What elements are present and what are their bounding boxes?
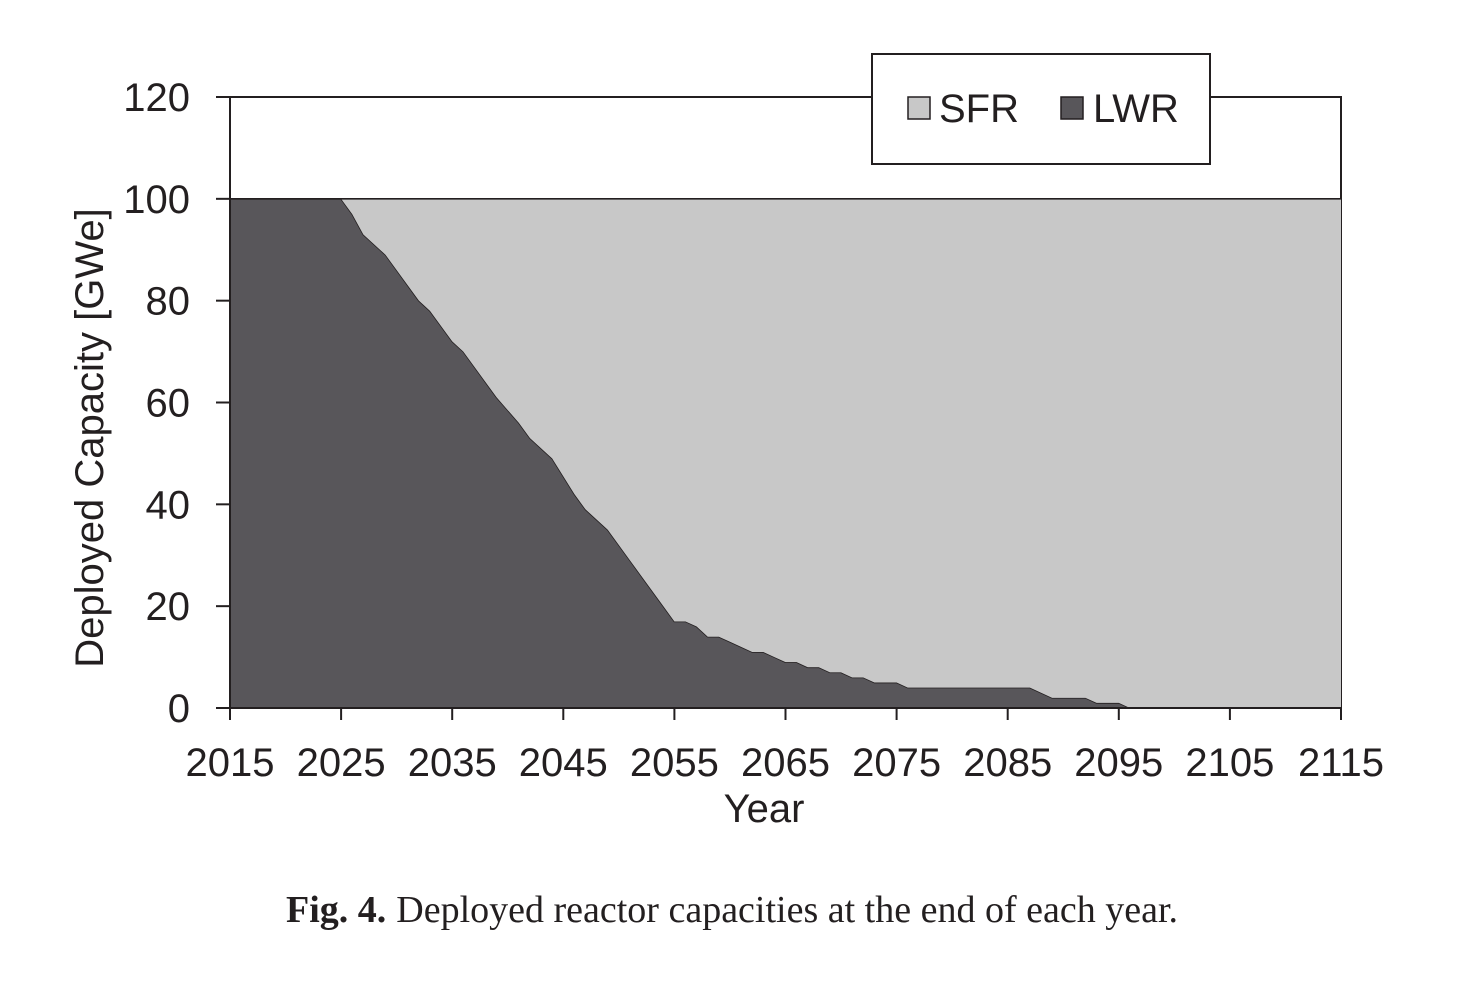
x-tick-label: 2115 xyxy=(1298,741,1384,785)
y-tick-label: 120 xyxy=(123,76,190,120)
y-axis-label: Deployed Capacity [GWe] xyxy=(68,208,112,667)
legend-swatch-sfr xyxy=(907,96,931,120)
area-series-sfr xyxy=(230,198,1341,708)
caption-label: Fig. 4. xyxy=(285,889,387,931)
x-tick-label: 2035 xyxy=(408,741,497,785)
area-layer xyxy=(229,96,1342,709)
caption-text: Deployed reactor capacities at the end o… xyxy=(396,889,1179,931)
y-tick-label: 100 xyxy=(123,178,190,222)
x-tick-label: 2045 xyxy=(519,741,608,785)
x-tick-label: 2095 xyxy=(1074,741,1163,785)
area-series-lwr xyxy=(230,198,1341,708)
legend-label-sfr: SFR xyxy=(939,87,1019,131)
x-tick-label: 2085 xyxy=(963,741,1052,785)
x-tick-label: 2025 xyxy=(297,741,386,785)
x-axis-label: Year xyxy=(724,787,805,831)
chart: 0 20 40 60 80 100 120 2015 2025 2035 2045 2055 2065 2… xyxy=(68,53,1384,831)
x-tick-label: 2065 xyxy=(741,741,830,785)
figure-caption: Fig. 4. Deployed reactor capacities at th… xyxy=(0,888,1464,932)
legend: SFR LWR xyxy=(871,53,1211,165)
x-tick-label: 2075 xyxy=(852,741,941,785)
legend-swatch-lwr xyxy=(1060,96,1084,120)
y-tick-label: 60 xyxy=(146,382,191,426)
x-tick-label: 2055 xyxy=(630,741,719,785)
x-tick-label: 2015 xyxy=(186,741,275,785)
x-tick-label: 2105 xyxy=(1185,741,1274,785)
y-tick-label: 20 xyxy=(146,585,191,629)
y-tick-label: 80 xyxy=(146,280,191,324)
y-tick-label: 40 xyxy=(146,483,191,527)
axis-layer: 0 20 40 60 80 100 120 2015 2025 2035 2045 2055 2065 2… xyxy=(123,76,1384,785)
y-tick-label: 0 xyxy=(168,687,190,731)
legend-label-lwr: LWR xyxy=(1093,87,1179,131)
